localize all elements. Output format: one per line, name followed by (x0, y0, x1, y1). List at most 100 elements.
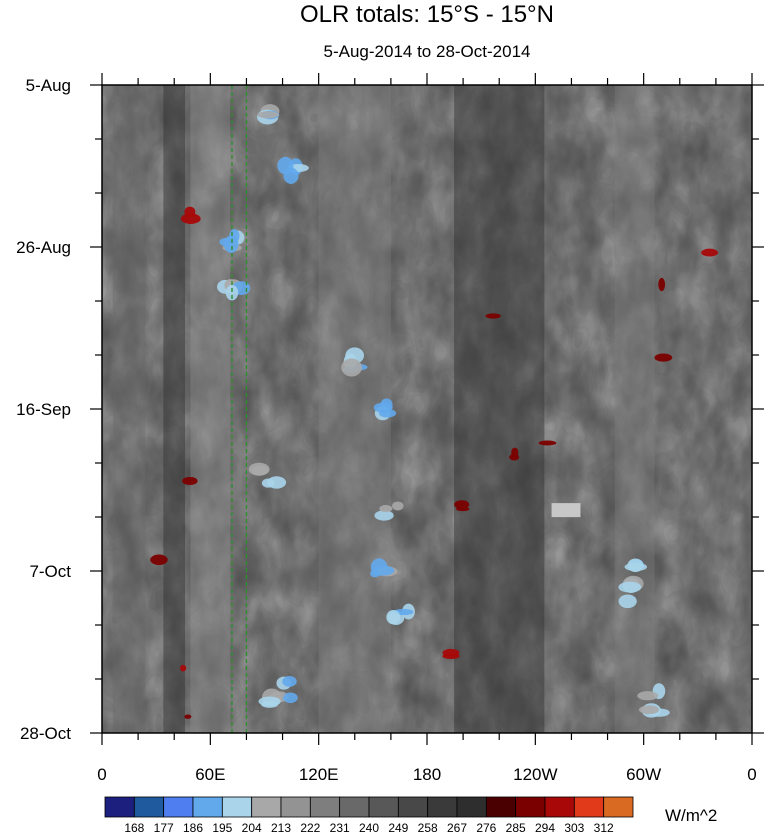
colorbar-level-label: 213 (271, 821, 291, 834)
high-olr-blob (182, 476, 198, 486)
low-olr-blob (225, 284, 239, 301)
high-olr-blob (509, 453, 520, 461)
colorbar-swatch (104, 796, 135, 818)
low-olr-blob (627, 558, 644, 573)
y-tick-label: 26-Aug (16, 238, 71, 257)
olr-texture (102, 85, 752, 733)
chart-subtitle: 5-Aug-2014 to 28-Oct-2014 (324, 42, 531, 61)
colorbar-level-label: 204 (242, 821, 262, 834)
colorbar-swatch (456, 796, 487, 818)
reference-lines (231, 85, 248, 733)
high-olr-blob (456, 506, 470, 512)
colorbar-swatch (397, 796, 429, 818)
high-olr-blob (701, 248, 719, 257)
colorbar-swatch (515, 796, 546, 818)
colorbar-swatch (133, 796, 165, 818)
colorbar-level-label: 276 (476, 821, 496, 834)
y-tick-label: 7-Oct (29, 562, 71, 581)
high-olr-blob (454, 500, 470, 510)
band-convective-band-2 (614, 85, 655, 733)
band-convective-band-3 (112, 85, 146, 733)
low-olr-blob (370, 569, 380, 578)
colorbar-swatch (603, 796, 634, 818)
band-dry-band-5 (454, 85, 545, 733)
x-tick-label: 0 (747, 765, 756, 784)
high-olr-blob (654, 353, 673, 362)
colorbar: 168 177 186 195 204 213 222 231 240 249 258 267 276 2… (104, 796, 634, 834)
low-olr-blob (341, 358, 362, 377)
low-olr-blob (283, 167, 299, 184)
colorbar-level-label: 303 (564, 821, 584, 834)
low-olr-blob (283, 692, 298, 703)
y-tick-label: 16-Sep (16, 400, 71, 419)
y-tick-label: 28-Oct (20, 724, 71, 743)
low-olr-blob (618, 581, 642, 593)
colorbar-swatch (163, 796, 194, 818)
light-patch (551, 503, 581, 518)
x-tick-label: 60W (626, 765, 661, 784)
colorbar-swatch (544, 796, 575, 818)
plot-area (102, 85, 752, 733)
low-olr-blob (261, 700, 279, 708)
colorbar-swatch (251, 796, 282, 818)
colorbar-swatch (485, 796, 517, 818)
high-olr-blob (442, 648, 460, 657)
y-tick-label: 5-Aug (26, 76, 71, 95)
colorbar-units: W/m^2 (665, 806, 717, 825)
low-olr-blob (379, 505, 393, 513)
chart-title: OLR totals: 15°S - 15°N (300, 1, 554, 28)
colorbar-level-label: 222 (300, 821, 320, 834)
colorbar-level-label: 258 (418, 821, 438, 834)
colorbar-level-label: 267 (447, 821, 467, 834)
colorbar-level-label: 231 (330, 821, 350, 834)
colorbar-swatch (280, 796, 311, 818)
colorbar-swatch (309, 796, 341, 818)
high-olr-blob (184, 206, 196, 218)
low-olr-blob (261, 478, 275, 488)
x-tick-label: 180 (413, 765, 441, 784)
colorbar-level-label: 294 (535, 821, 555, 834)
low-olr-blob (374, 510, 394, 521)
x-tick-label: 120E (299, 765, 339, 784)
high-olr-blob (180, 213, 201, 224)
olr-bands (112, 85, 655, 733)
x-tick-label: 0 (97, 765, 106, 784)
colorbar-swatch (192, 796, 223, 818)
olr-blobs (150, 104, 719, 719)
high-olr-blob (658, 277, 666, 292)
high-olr-blob (179, 664, 187, 672)
band-convective-band-0 (190, 85, 231, 733)
low-olr-blob (386, 609, 401, 625)
colorbar-swatch (221, 796, 253, 818)
low-olr-blob (373, 402, 393, 413)
low-olr-blob (638, 705, 660, 715)
low-olr-blob (637, 691, 659, 701)
low-olr-blob (219, 237, 235, 247)
x-axis: 0 60E 120E 180 120W 60W 0 (97, 73, 757, 784)
x-tick-label: 120W (513, 765, 557, 784)
colorbar-level-label: 249 (388, 821, 408, 834)
colorbar-swatch (427, 796, 458, 818)
low-olr-blob (248, 462, 270, 476)
colorbar-level-label: 240 (359, 821, 379, 834)
colorbar-level-label: 312 (594, 821, 614, 834)
high-olr-blob (150, 554, 168, 566)
low-olr-blob (257, 111, 280, 119)
low-olr-blob (282, 675, 297, 687)
colorbar-level-label: 177 (154, 821, 174, 834)
colorbar-swatch (339, 796, 370, 818)
colorbar-swatch (573, 796, 605, 818)
colorbar-level-label: 168 (124, 821, 144, 834)
colorbar-level-label: 285 (506, 821, 526, 834)
colorbar-swatch (368, 796, 399, 818)
colorbar-level-label: 186 (183, 821, 203, 834)
colorbar-level-label: 195 (212, 821, 232, 834)
low-olr-blob (618, 594, 637, 609)
y-axis: 5-Aug 26-Aug 16-Sep 7-Oct 28-Oct (16, 76, 764, 743)
high-olr-blob (184, 714, 192, 719)
x-tick-label: 60E (195, 765, 225, 784)
band-dry-band-4 (163, 85, 186, 733)
high-olr-blob (538, 440, 557, 446)
low-olr-blob (392, 501, 404, 511)
